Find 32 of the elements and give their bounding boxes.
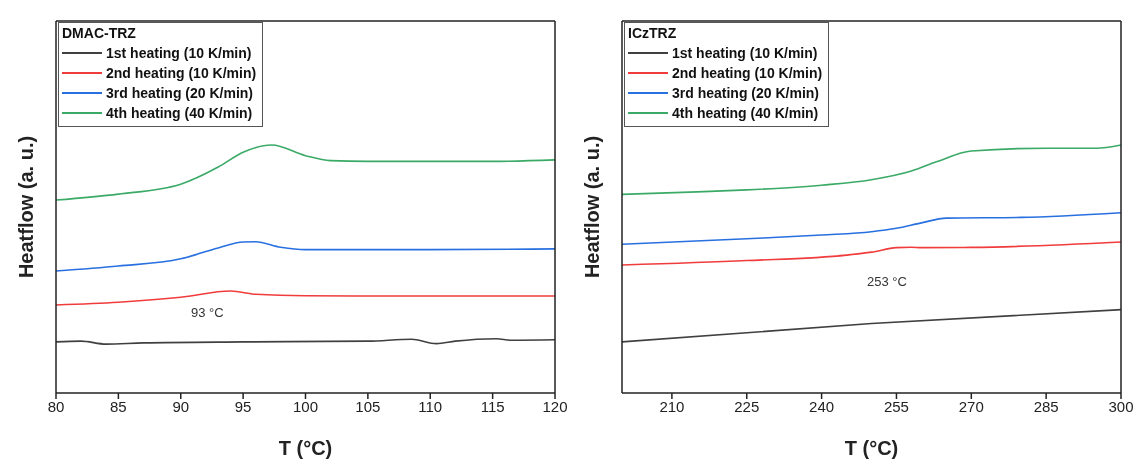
legend-label: 1st heating (10 K/min) bbox=[672, 45, 818, 61]
legend-label: 3rd heating (20 K/min) bbox=[672, 85, 820, 101]
x-tick-label: 255 bbox=[883, 397, 909, 415]
y-axis-title: Heatflow (a. u.) bbox=[581, 135, 604, 279]
x-tick-label: 90 bbox=[172, 397, 190, 415]
x-tick-label: 300 bbox=[1108, 397, 1134, 415]
x-axis-title: T (°C) bbox=[278, 437, 333, 459]
legend-label: 2nd heating (10 K/min) bbox=[672, 65, 823, 81]
x-tick-label: 120 bbox=[542, 397, 568, 415]
legend-label: 4th heating (40 K/min) bbox=[672, 105, 819, 121]
x-tick-label: 105 bbox=[355, 397, 381, 415]
x-tick-label: 225 bbox=[734, 397, 760, 415]
x-axis-title: T (°C) bbox=[844, 437, 899, 459]
x-tick-label: 285 bbox=[1033, 397, 1059, 415]
x-tick-label: 110 bbox=[418, 397, 443, 415]
annotation: 253 °C bbox=[867, 273, 907, 289]
annotation: 93 °C bbox=[191, 305, 224, 321]
x-tick-label: 95 bbox=[234, 397, 252, 415]
legend-label: 4th heating (40 K/min) bbox=[106, 105, 253, 121]
x-tick-label: 210 bbox=[659, 397, 685, 415]
y-axis-title: Heatflow (a. u.) bbox=[15, 135, 38, 279]
x-tick-label: 80 bbox=[47, 397, 65, 415]
legend-label: 3rd heating (20 K/min) bbox=[106, 85, 254, 101]
x-tick-label: 85 bbox=[110, 397, 127, 415]
legend-label: 1st heating (10 K/min) bbox=[106, 45, 252, 61]
x-tick-label: 115 bbox=[480, 397, 505, 415]
x-tick-label: 240 bbox=[809, 397, 835, 415]
legend-title: DMAC-TRZ bbox=[62, 25, 137, 41]
legend-label: 2nd heating (10 K/min) bbox=[106, 65, 257, 81]
x-tick-label: 100 bbox=[292, 397, 319, 415]
legend-title: ICzTRZ bbox=[628, 25, 678, 41]
x-tick-label: 270 bbox=[958, 397, 984, 415]
